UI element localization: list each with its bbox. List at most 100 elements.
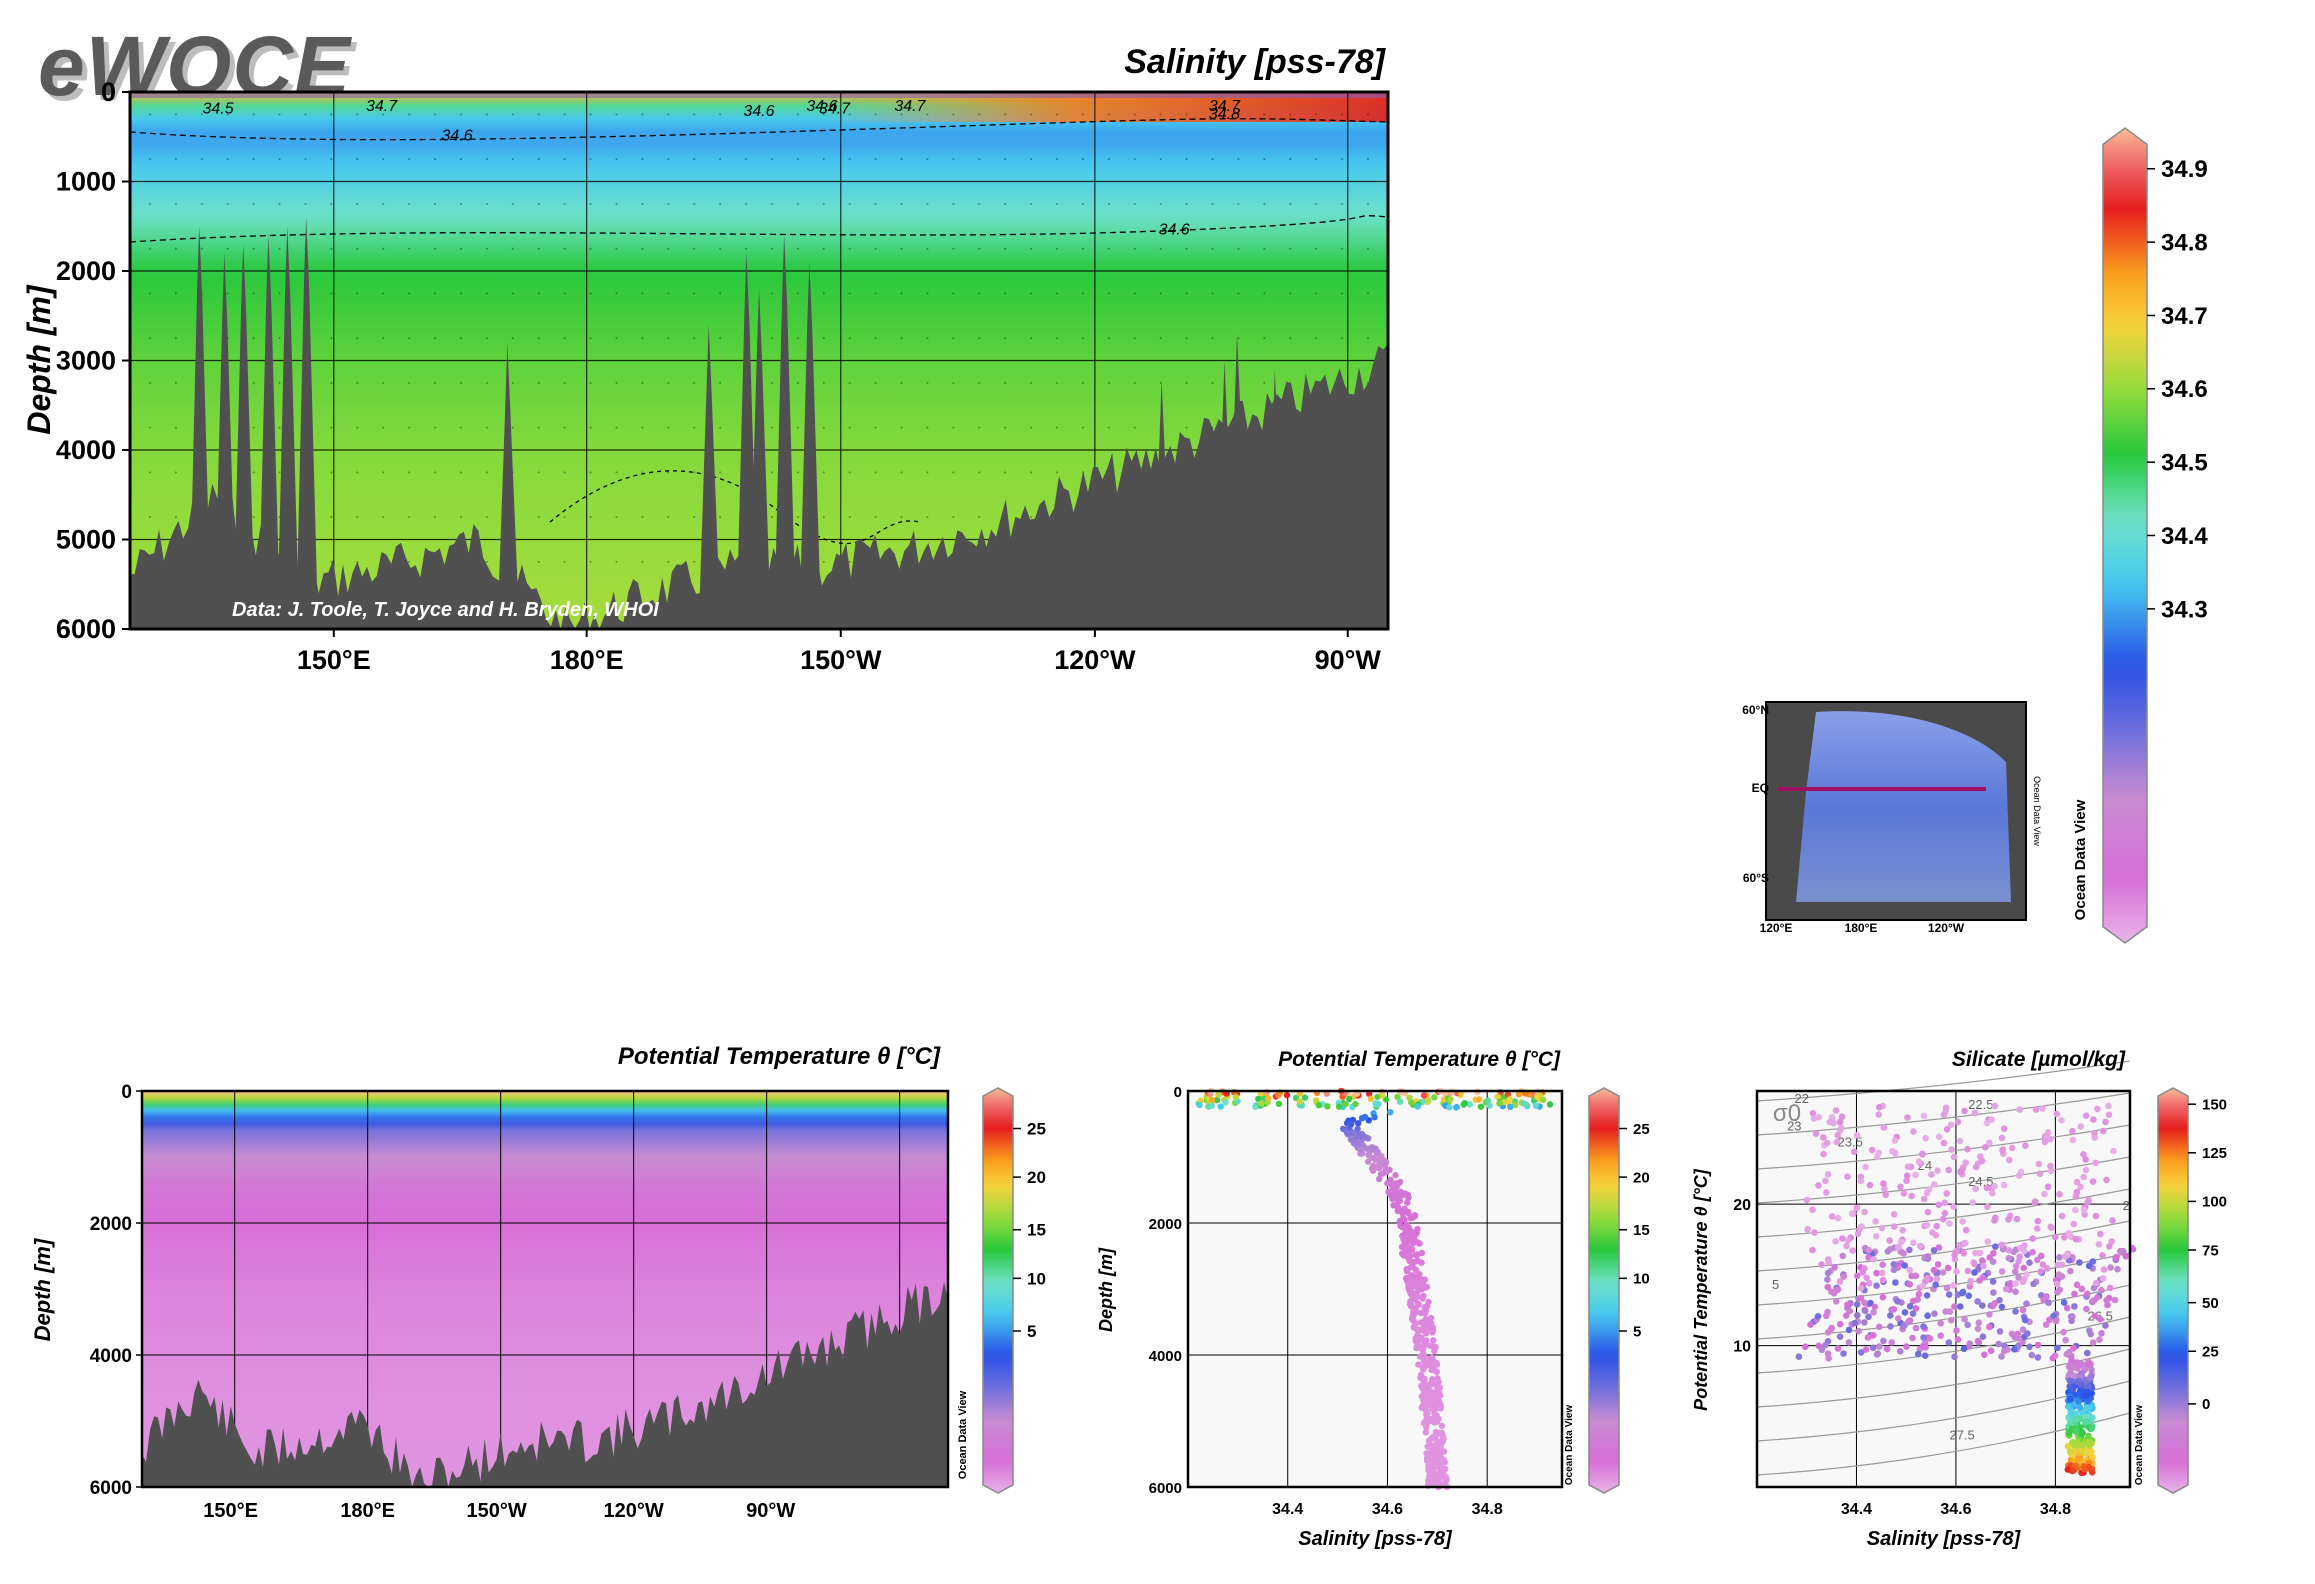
data-point (1978, 1157, 1986, 1165)
sample-dot (1341, 158, 1344, 161)
sample-dot (149, 158, 151, 161)
sample-dot (537, 560, 540, 563)
data-point (1539, 1096, 1547, 1104)
data-point (1809, 1109, 1817, 1117)
data-point (1421, 1304, 1428, 1311)
inset-watermark: Ocean Data View (2032, 776, 2042, 846)
data-point (1812, 1130, 1820, 1137)
seamount (233, 244, 256, 629)
sample-dot (641, 247, 644, 250)
sample-dot (434, 202, 437, 205)
data-point (1477, 1103, 1485, 1110)
data-point (2038, 1252, 2045, 1260)
data-point (2067, 1409, 2075, 1416)
data-point (1824, 1308, 1831, 1316)
data-point (2076, 1387, 2084, 1395)
sample-dot (1315, 202, 1318, 205)
sample-dot (1159, 113, 1162, 116)
data-point (1374, 1093, 1381, 1101)
sample-dot (952, 426, 955, 429)
sample-dot (200, 158, 203, 161)
sample-dot (1081, 381, 1084, 384)
colorbar-tick-label: 25 (2202, 1344, 2219, 1361)
data-point (1426, 1361, 1433, 1368)
sample-dot (1056, 113, 1059, 116)
sample-dot (434, 426, 437, 429)
data-point (1933, 1275, 1941, 1283)
data-point (1836, 1333, 1844, 1340)
sample-dot (485, 516, 488, 519)
data-point (1872, 1232, 1880, 1240)
y-tick-label: 6000 (56, 614, 116, 644)
sample-dot (356, 247, 359, 250)
isopycnal (1756, 1284, 2131, 1340)
data-point (1966, 1340, 1974, 1347)
sample-dot (1315, 113, 1318, 116)
data-point (1870, 1332, 1877, 1339)
data-point (1435, 1475, 1443, 1483)
data-point (1379, 1092, 1386, 1099)
data-point (2060, 1299, 2068, 1306)
data-point (1824, 1171, 1832, 1178)
data-point (2088, 1448, 2095, 1456)
sample-dot (978, 381, 981, 384)
sample-dot (641, 516, 644, 519)
sample-dot (667, 426, 670, 429)
sample-dot (770, 381, 773, 384)
data-point (1872, 1218, 1879, 1225)
data-point (1884, 1248, 1892, 1255)
sample-dot (589, 426, 592, 429)
data-point (1998, 1353, 2005, 1360)
sample-dot (1133, 158, 1136, 161)
sample-dot (252, 516, 255, 519)
sample-dot (926, 337, 929, 340)
sample-dot (1004, 247, 1007, 250)
data-point (1947, 1121, 1955, 1128)
isopycnal-label: 5 (1772, 1277, 1779, 1292)
sample-dot (149, 247, 151, 250)
data-point (2091, 1312, 2099, 1320)
sample-dot (874, 471, 877, 474)
data-point (2037, 1268, 2044, 1275)
colorbar-tick-label: 125 (2202, 1145, 2227, 1162)
data-point (1992, 1243, 1999, 1250)
data-point (2062, 1336, 2069, 1344)
data-point (1380, 1157, 1388, 1164)
data-point (1369, 1144, 1376, 1151)
data-point (1943, 1126, 1951, 1133)
data-point (2069, 1128, 2076, 1135)
sample-dot (1211, 292, 1214, 295)
data-point (1974, 1325, 1982, 1332)
sample-dot (770, 202, 773, 205)
sample-dot (149, 516, 151, 519)
sample-dot (408, 381, 411, 384)
data-point (1832, 1107, 1840, 1114)
sample-dot (459, 113, 462, 116)
sample-dot (252, 426, 255, 429)
data-point (2000, 1181, 2008, 1189)
data-point (1861, 1307, 1869, 1315)
sample-dot (537, 113, 540, 116)
data-point (1971, 1109, 1979, 1117)
data-point (1920, 1112, 1928, 1120)
sample-dot (408, 426, 411, 429)
sample-dot (693, 202, 696, 205)
data-point (1411, 1237, 1419, 1244)
sample-dot (1159, 158, 1162, 161)
sample-dot (511, 292, 514, 295)
data-point (1822, 1341, 1829, 1349)
data-point (1815, 1113, 1823, 1121)
data-point (1371, 1114, 1378, 1121)
data-point (2019, 1278, 2027, 1286)
data-point (1934, 1167, 1941, 1174)
sample-dot (356, 158, 359, 161)
contour-label: 34.6 (806, 98, 837, 115)
sample-dot (770, 337, 773, 340)
data-point (1429, 1376, 1436, 1383)
sample-dot (693, 426, 696, 429)
data-point (1948, 1146, 1955, 1153)
data-point (1939, 1269, 1947, 1276)
data-point (1876, 1103, 1883, 1111)
sample-dot (356, 113, 359, 116)
data-point (1427, 1466, 1434, 1474)
